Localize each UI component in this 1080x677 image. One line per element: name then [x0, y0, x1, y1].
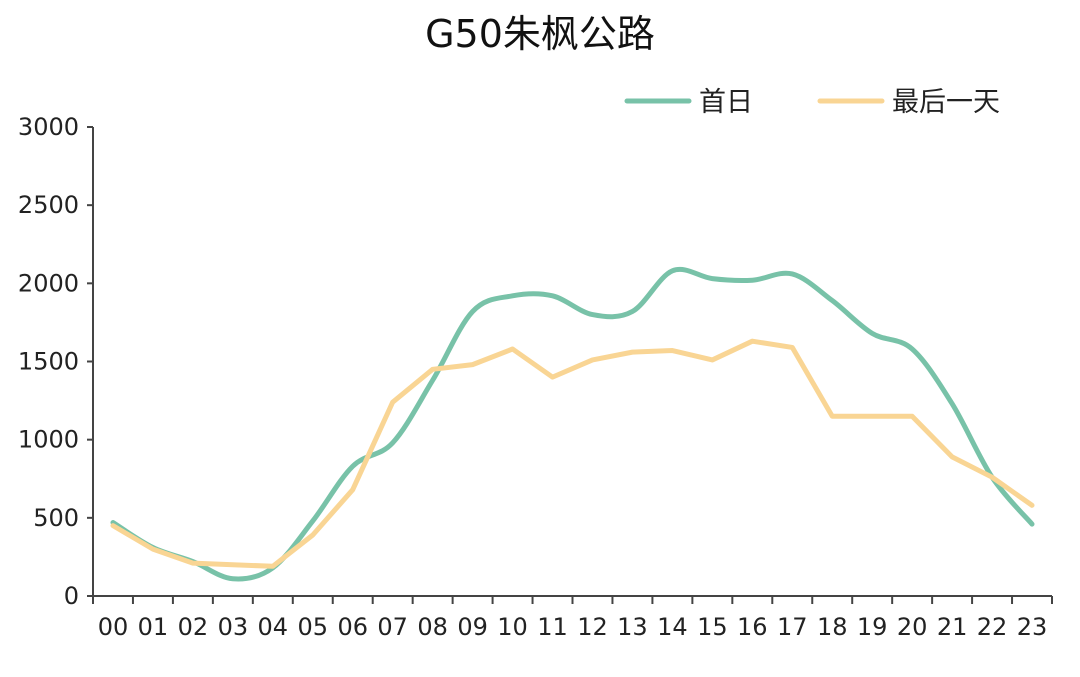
- data-point: [510, 346, 515, 351]
- x-tick-label: 16: [737, 613, 768, 641]
- data-point: [750, 278, 755, 283]
- x-tick-label: 17: [777, 613, 808, 641]
- data-point: [350, 487, 355, 492]
- x-tick-label: 03: [218, 613, 249, 641]
- data-point: [230, 562, 235, 567]
- data-point: [790, 345, 795, 350]
- data-point: [950, 401, 955, 406]
- data-point: [230, 576, 235, 581]
- y-tick-label: 2500: [18, 191, 79, 219]
- data-point: [670, 268, 675, 273]
- x-tick-label: 11: [537, 613, 568, 641]
- x-tick-label: 14: [657, 613, 688, 641]
- data-point: [110, 523, 115, 528]
- y-tick-label: 1500: [18, 348, 79, 376]
- data-point: [430, 378, 435, 383]
- x-tick-label: 13: [617, 613, 648, 641]
- x-tick-label: 23: [1017, 613, 1048, 641]
- series-line-first-day: [110, 267, 1035, 582]
- data-point: [350, 464, 355, 469]
- data-point: [590, 312, 595, 317]
- data-point: [630, 309, 635, 314]
- data-point: [150, 547, 155, 552]
- y-tick-label: 3000: [18, 113, 79, 141]
- x-tick-label: 02: [178, 613, 209, 641]
- x-tick-label: 01: [138, 613, 169, 641]
- data-point: [190, 561, 195, 566]
- data-point: [830, 414, 835, 419]
- x-tick-label: 06: [337, 613, 368, 641]
- legend-label: 首日: [699, 87, 753, 118]
- data-point: [990, 475, 995, 480]
- data-point: [710, 276, 715, 281]
- x-tick-label: 21: [937, 613, 968, 641]
- data-point: [550, 293, 555, 298]
- data-point: [870, 331, 875, 336]
- data-point: [630, 350, 635, 355]
- y-tick-label: 500: [33, 504, 79, 532]
- data-point: [750, 339, 755, 344]
- series-line-last-day: [110, 338, 1035, 569]
- data-point: [830, 298, 835, 303]
- data-point: [430, 367, 435, 372]
- data-point: [590, 357, 595, 362]
- data-point: [270, 564, 275, 569]
- data-point: [310, 533, 315, 538]
- data-point: [910, 414, 915, 419]
- data-point: [710, 357, 715, 362]
- data-point: [910, 346, 915, 351]
- data-point: [950, 454, 955, 459]
- y-tick-label: 1000: [18, 426, 79, 454]
- axes: 0 500 1000 1500 2000 2500 3000 00 01 02 03 04 05 06 07…: [18, 113, 1053, 641]
- x-tick-label: 12: [577, 613, 608, 641]
- data-point: [510, 293, 515, 298]
- y-tick-label: 0: [64, 582, 79, 610]
- data-point: [390, 400, 395, 405]
- data-point: [870, 414, 875, 419]
- x-tick-label: 09: [457, 613, 488, 641]
- x-tick-label: 08: [417, 613, 448, 641]
- x-tick-label: 10: [497, 613, 528, 641]
- x-tick-label: 00: [98, 613, 129, 641]
- x-tick-label: 15: [697, 613, 728, 641]
- x-tick-label: 22: [977, 613, 1008, 641]
- chart-title: G50朱枫公路: [425, 12, 655, 56]
- x-tick-label: 05: [297, 613, 328, 641]
- legend-label: 最后一天: [892, 87, 1000, 118]
- data-point: [670, 348, 675, 353]
- data-point: [1030, 522, 1035, 527]
- data-point: [550, 375, 555, 380]
- x-tick-label: 19: [857, 613, 888, 641]
- data-point: [1030, 503, 1035, 508]
- x-tick-label: 18: [817, 613, 848, 641]
- x-tick-label: 04: [258, 613, 289, 641]
- data-point: [790, 271, 795, 276]
- data-point: [470, 362, 475, 367]
- x-tick-label: 20: [897, 613, 928, 641]
- legend: 首日 最后一天: [624, 87, 1000, 118]
- series-layer: [110, 267, 1035, 582]
- data-point: [310, 518, 315, 523]
- data-point: [470, 309, 475, 314]
- data-point: [390, 440, 395, 445]
- x-tick-label: 07: [377, 613, 408, 641]
- y-tick-label: 2000: [18, 269, 79, 297]
